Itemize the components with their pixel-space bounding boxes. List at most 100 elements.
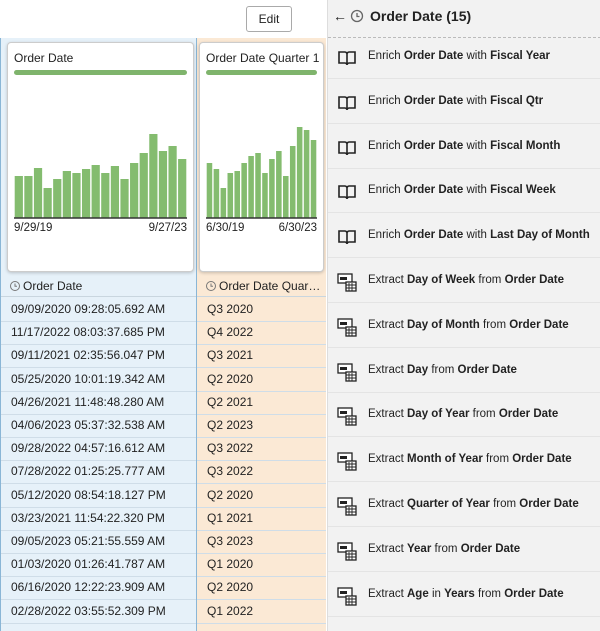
calendar-icon bbox=[337, 273, 357, 292]
book-icon bbox=[338, 140, 356, 155]
item-text: Day of Year bbox=[407, 408, 470, 421]
item-divider bbox=[328, 615, 600, 617]
profile-card: Order Date 9/29/19 9/27/23 bbox=[7, 42, 194, 272]
table-cell: Q1 2020 bbox=[197, 553, 326, 578]
histogram-bar bbox=[33, 168, 43, 218]
table-cell: 02/28/2022 03:55:52.309 PM bbox=[1, 600, 196, 624]
histogram-bar bbox=[262, 173, 268, 218]
item-text: Years bbox=[444, 587, 475, 600]
histogram-bar bbox=[289, 146, 296, 218]
item-text: from bbox=[472, 408, 496, 421]
item-divider bbox=[328, 122, 600, 124]
item-text: Day of Month bbox=[407, 318, 480, 331]
recommendation[interactable]: Extract Age in Years from Order Date bbox=[368, 588, 564, 600]
column-header: Order Date bbox=[23, 279, 83, 293]
item-text: Order Date bbox=[519, 498, 579, 510]
item-text: Enrich bbox=[368, 229, 401, 242]
histogram-bar bbox=[91, 165, 100, 218]
card-title: Order Date Quarter 1 bbox=[206, 51, 319, 65]
item-text: Order Date bbox=[509, 318, 569, 331]
item-text: Enrich bbox=[368, 184, 401, 197]
histogram: 9/29/19 9/27/23 bbox=[14, 134, 187, 234]
item-text: Order Date bbox=[504, 587, 564, 600]
item-divider bbox=[328, 78, 600, 79]
clock-icon bbox=[10, 281, 20, 291]
header-divider bbox=[197, 296, 326, 297]
histogram-bar bbox=[269, 159, 275, 218]
item-text: from bbox=[478, 274, 502, 286]
recommendation[interactable]: Extract Month of Year from Order Date bbox=[368, 453, 572, 465]
item-divider bbox=[328, 481, 600, 483]
histogram-bar bbox=[303, 130, 310, 218]
histogram-bar bbox=[276, 151, 282, 218]
column-order-date-quarter: Order Date Quarter 1 6/30/19 6/30/23 Order … bbox=[197, 38, 326, 631]
table-cell: Q4 2022 bbox=[197, 321, 326, 346]
histogram-bar bbox=[53, 179, 62, 218]
recommendation[interactable]: Enrich Order Date with Fiscal Week bbox=[368, 184, 556, 196]
item-text: with bbox=[466, 139, 487, 152]
item-divider bbox=[328, 526, 600, 527]
table-cell: Q3 2020 bbox=[197, 298, 326, 322]
item-divider bbox=[328, 302, 600, 303]
recommendation[interactable]: Extract Day of Year from Order Date bbox=[368, 408, 558, 420]
item-text: with bbox=[466, 229, 487, 242]
item-text: Fiscal Month bbox=[490, 139, 561, 152]
column-order-date: Order Date 9/29/19 9/27/23 Order Date 09/09/… bbox=[0, 38, 197, 631]
book-icon bbox=[338, 185, 356, 200]
item-text: from bbox=[478, 587, 501, 600]
edit-button[interactable]: Edit bbox=[246, 6, 292, 32]
item-text: Age bbox=[407, 587, 429, 600]
item-text: Enrich bbox=[368, 139, 401, 152]
quality-bar bbox=[14, 70, 187, 75]
recommendation[interactable]: Enrich Order Date with Fiscal Year bbox=[368, 50, 550, 62]
table-cell: Q2 2020 bbox=[197, 368, 326, 392]
item-divider bbox=[328, 167, 600, 169]
recommendation[interactable]: Extract Day of Week from Order Date bbox=[368, 274, 564, 286]
item-divider bbox=[328, 391, 600, 393]
end-label: 9/27/23 bbox=[149, 222, 187, 234]
histogram-bar bbox=[310, 140, 317, 218]
recommendation[interactable]: Enrich Order Date with Last Day of Month bbox=[368, 229, 590, 241]
recommendation[interactable]: Extract Year from Order Date bbox=[368, 543, 520, 555]
histogram-bar bbox=[43, 188, 52, 218]
table-cell: Q2 2020 bbox=[197, 576, 326, 601]
item-text: Enrich bbox=[368, 50, 401, 62]
item-text: Extract bbox=[368, 498, 404, 510]
histogram-bar bbox=[283, 176, 289, 218]
table-cell: 07/28/2022 01:25:25.777 AM bbox=[1, 460, 196, 485]
histogram-bar bbox=[149, 134, 158, 218]
recommendation[interactable]: Enrich Order Date with Fiscal Qtr bbox=[368, 95, 543, 107]
item-text: Quarter of Year bbox=[407, 498, 490, 510]
profile-card: Order Date Quarter 1 6/30/19 6/30/23 bbox=[199, 42, 324, 272]
histogram-bar bbox=[248, 156, 254, 218]
back-button[interactable]: ← bbox=[333, 8, 347, 24]
item-divider bbox=[328, 346, 600, 348]
histogram-bar bbox=[81, 169, 91, 218]
book-icon bbox=[338, 95, 356, 110]
recommendation[interactable]: Extract Day of Month from Order Date bbox=[368, 319, 569, 331]
table-cell: Q3 2023 bbox=[197, 530, 326, 554]
item-text: Order Date bbox=[403, 139, 464, 152]
histogram-bar bbox=[139, 153, 148, 218]
recommendation[interactable]: Enrich Order Date with Fiscal Month bbox=[368, 140, 560, 152]
item-text: Day bbox=[407, 363, 429, 376]
histogram-bar bbox=[62, 171, 71, 218]
table-cell: 05/12/2020 08:54:18.127 PM bbox=[1, 484, 196, 508]
start-label: 6/30/19 bbox=[206, 222, 244, 234]
start-label: 9/29/19 bbox=[14, 222, 52, 234]
histogram-bar bbox=[213, 169, 220, 218]
item-text: Year bbox=[407, 542, 432, 555]
table-cell: Q3 2022 bbox=[197, 437, 326, 462]
recommendation[interactable]: Extract Day from Order Date bbox=[368, 364, 517, 376]
item-text: Fiscal Week bbox=[490, 184, 556, 197]
item-text: Order Date bbox=[403, 184, 464, 197]
item-text: from bbox=[493, 498, 517, 510]
table-cell: 09/05/2023 05:21:55.559 AM bbox=[1, 530, 196, 554]
calendar-icon bbox=[337, 497, 357, 516]
recommendation[interactable]: Extract Quarter of Year from Order Date bbox=[368, 498, 579, 510]
item-text: with bbox=[466, 94, 487, 107]
calendar-icon bbox=[337, 407, 357, 427]
item-divider bbox=[328, 436, 600, 438]
table-cell: Q3 2021 bbox=[197, 344, 326, 369]
